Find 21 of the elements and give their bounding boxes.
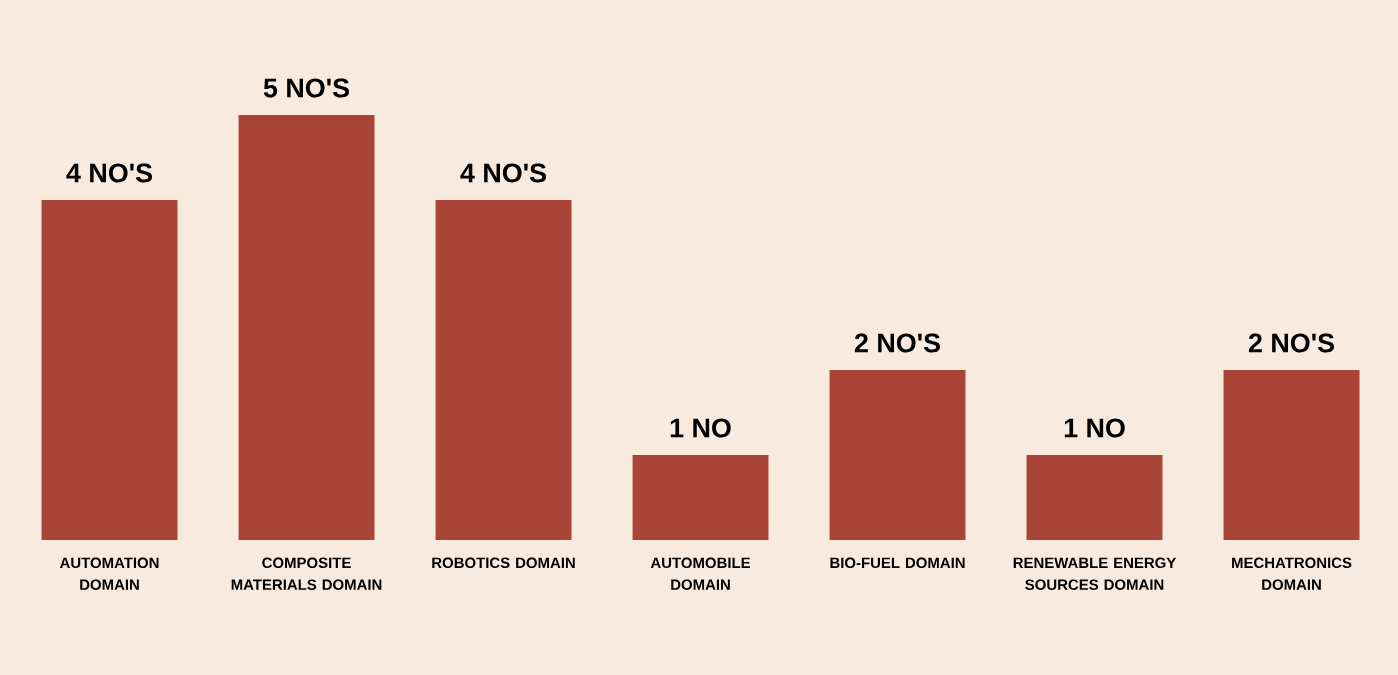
bar: [1026, 454, 1163, 540]
x-tick-label: RENEWABLE ENERGY SOURCES DOMAIN: [1013, 557, 1177, 590]
data-label: 2 NO'S: [1248, 333, 1335, 353]
data-label: 2 NO'S: [854, 333, 941, 353]
data-label: 1 NO: [1064, 418, 1125, 438]
x-tick-label: AUTOMATION DOMAIN: [59, 557, 159, 590]
x-tick-label: ROBOTICS DOMAIN: [432, 557, 575, 569]
bar: [238, 114, 375, 540]
data-label: 1 NO: [670, 418, 731, 438]
bar: [1223, 369, 1360, 540]
bar: [829, 369, 966, 540]
x-tick-label: MECHATRONICS DOMAIN: [1232, 557, 1352, 590]
bar: [41, 199, 178, 540]
x-tick-label: COMPOSITE MATERIALS DOMAIN: [231, 557, 382, 590]
data-label: 5 NO'S: [263, 78, 349, 98]
bar: [435, 199, 572, 540]
data-label: 4 NO'S: [66, 163, 152, 183]
bar: [632, 454, 769, 540]
data-label: 4 NO'S: [460, 163, 546, 183]
x-tick-label: AUTOMOBILE DOMAIN: [650, 557, 751, 590]
x-tick-label: BIO-FUEL DOMAIN: [830, 557, 965, 569]
